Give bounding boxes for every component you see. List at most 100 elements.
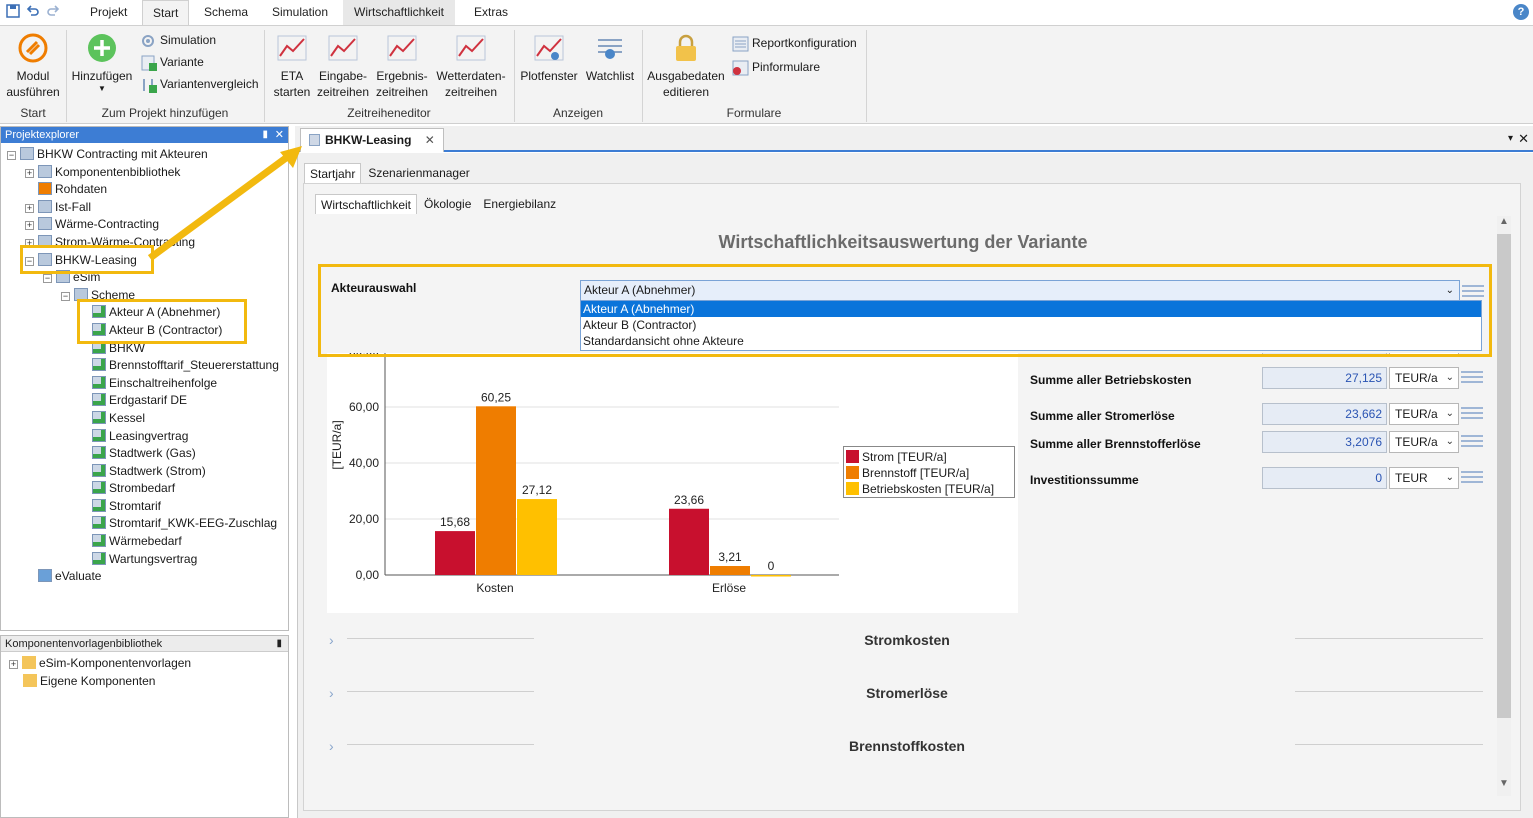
ausgabedaten-editieren-button[interactable]: Ausgabedaten editieren bbox=[646, 32, 726, 100]
hinzufuegen-button[interactable]: Hinzufügen ▼ bbox=[70, 32, 134, 94]
document-tab-bhkw-leasing[interactable]: BHKW-Leasing ✕ bbox=[300, 128, 444, 152]
redo-icon[interactable] bbox=[44, 3, 62, 21]
unit-select-brennstofferloese[interactable]: TEUR/a ⌄ bbox=[1389, 431, 1459, 453]
add-variantenvergleich-button[interactable]: Variantenvergleich bbox=[140, 73, 259, 95]
section-stromerloese[interactable]: Stromerlöse bbox=[866, 685, 948, 701]
tree-item-brennstofftarif[interactable]: Brennstofftarif_Steuererstattung bbox=[7, 357, 287, 375]
pinformulare-button[interactable]: Pinformulare bbox=[732, 56, 857, 80]
add-simulation-button[interactable]: Simulation bbox=[140, 29, 259, 51]
eingabezeitreihen-button[interactable]: Eingabe- zeitreihen bbox=[314, 32, 372, 100]
tree-item-stadtwerk-gas[interactable]: Stadtwerk (Gas) bbox=[7, 445, 287, 463]
collapse-icon[interactable]: − bbox=[25, 255, 34, 266]
tree-item-akteur-b[interactable]: Akteur B (Contractor) bbox=[7, 322, 287, 340]
tree-item-kessel[interactable]: Kessel bbox=[7, 410, 287, 428]
row-menu-icon[interactable] bbox=[1461, 468, 1483, 486]
akteur-option-standard[interactable]: Standardansicht ohne Akteure bbox=[583, 334, 744, 348]
row-menu-icon[interactable] bbox=[1461, 432, 1483, 450]
unit-select-betriebskosten[interactable]: TEUR/a ⌄ bbox=[1389, 367, 1459, 389]
expand-icon[interactable]: + bbox=[25, 167, 34, 178]
menu-tab-wirtschaftlichkeit[interactable]: Wirtschaftlichkeit bbox=[343, 0, 456, 25]
scrollbar-thumb[interactable] bbox=[1497, 234, 1511, 718]
undo-icon[interactable] bbox=[24, 3, 42, 21]
plotfenster-button[interactable]: Plotfenster bbox=[518, 32, 580, 84]
scroll-down-icon[interactable]: ▼ bbox=[1499, 778, 1509, 789]
tree-item-esim-vorlagen[interactable]: + eSim-Komponentenvorlagen bbox=[9, 655, 191, 673]
pin-icon[interactable]: ▮ bbox=[262, 129, 268, 140]
section-brennstoffkosten[interactable]: Brennstoffkosten bbox=[849, 738, 965, 754]
tree-item-scheme[interactable]: − Scheme bbox=[7, 287, 287, 305]
tree-item-stadtwerk-strom[interactable]: Stadtwerk (Strom) bbox=[7, 463, 287, 481]
summary-value-stromerloese[interactable]: 23,662 bbox=[1262, 403, 1387, 425]
tree-item-rohdaten[interactable]: Rohdaten bbox=[7, 181, 287, 199]
save-icon[interactable] bbox=[4, 3, 22, 21]
menu-tab-start[interactable]: Start bbox=[142, 0, 190, 25]
chevron-down-icon[interactable]: ⌄ bbox=[1445, 436, 1454, 447]
expand-icon[interactable]: + bbox=[9, 659, 18, 669]
close-doc-icon[interactable]: ✕ bbox=[1518, 131, 1529, 146]
menu-tab-projekt[interactable]: Projekt bbox=[90, 5, 128, 19]
tree-item-stromtarif-kwk[interactable]: Stromtarif_KWK-EEG-Zuschlag bbox=[7, 515, 287, 533]
tree-item-root[interactable]: − BHKW Contracting mit Akteuren bbox=[7, 146, 287, 164]
menu-tab-extras[interactable]: Extras bbox=[474, 5, 509, 19]
tab-startjahr[interactable]: Startjahr bbox=[304, 163, 362, 183]
help-icon[interactable]: ? bbox=[1513, 4, 1529, 20]
tree-label: Stromtarif bbox=[109, 498, 162, 513]
chevron-down-icon[interactable]: ⌄ bbox=[1445, 285, 1454, 296]
akteur-option-a[interactable]: Akteur A (Abnehmer) bbox=[581, 301, 1481, 317]
tree-item-wartungsvertrag[interactable]: Wartungsvertrag bbox=[7, 551, 287, 569]
eta-starten-button[interactable]: ETA starten bbox=[270, 32, 314, 100]
collapse-icon[interactable]: − bbox=[43, 273, 52, 284]
chevron-down-icon[interactable]: ⌄ bbox=[1445, 408, 1454, 419]
reportkonfiguration-button[interactable]: Reportkonfiguration bbox=[732, 32, 857, 56]
tree-item-erdgastarif[interactable]: Erdgastarif DE bbox=[7, 392, 287, 410]
summary-value-brennstofferloese[interactable]: 3,2076 bbox=[1262, 431, 1387, 453]
collapse-icon[interactable]: − bbox=[7, 150, 16, 160]
pin-icon[interactable]: ▮ bbox=[276, 638, 282, 649]
tree-item-strombedarf[interactable]: Strombedarf bbox=[7, 480, 287, 498]
expand-chevron-icon[interactable]: › bbox=[329, 685, 334, 701]
tab-oekologie[interactable]: Ökologie bbox=[424, 197, 472, 211]
tab-energiebilanz[interactable]: Energiebilanz bbox=[483, 197, 557, 211]
close-icon[interactable]: ✕ bbox=[274, 129, 284, 141]
wetterdatenzeitreihen-button[interactable]: Wetterdaten- zeitreihen bbox=[432, 32, 510, 100]
chevron-down-icon[interactable]: ⌄ bbox=[1445, 372, 1454, 383]
add-variante-button[interactable]: Variante bbox=[140, 51, 259, 73]
tree-item-einschaltreihenfolge[interactable]: Einschaltreihenfolge bbox=[7, 375, 287, 393]
menu-tab-schema[interactable]: Schema bbox=[204, 5, 249, 19]
akteur-menu-icon[interactable] bbox=[1462, 282, 1484, 300]
tree-item-eigene-komponenten[interactable]: Eigene Komponenten bbox=[9, 673, 191, 691]
collapse-icon[interactable]: − bbox=[61, 290, 70, 301]
ergebniszeitreihen-button[interactable]: Ergebnis- zeitreihen bbox=[373, 32, 431, 100]
vertical-scrollbar[interactable]: ▲ ▼ bbox=[1497, 216, 1511, 796]
tree-item-leasingvertrag[interactable]: Leasingvertrag bbox=[7, 428, 287, 446]
expand-icon[interactable]: + bbox=[25, 220, 34, 231]
row-menu-icon[interactable] bbox=[1461, 404, 1483, 422]
watchlist-button[interactable]: Watchlist bbox=[582, 32, 638, 84]
unit-select-investitionssumme[interactable]: TEUR ⌄ bbox=[1389, 467, 1459, 489]
tab-menu-icon[interactable]: ▾ bbox=[1507, 133, 1513, 144]
summary-value-investitionssumme[interactable]: 0 bbox=[1262, 467, 1387, 489]
scroll-up-icon[interactable]: ▲ bbox=[1499, 216, 1509, 227]
section-stromkosten[interactable]: Stromkosten bbox=[864, 632, 950, 648]
tab-szenarienmanager[interactable]: Szenarienmanager bbox=[368, 166, 470, 180]
tree-item-akteur-a[interactable]: Akteur A (Abnehmer) bbox=[7, 304, 287, 322]
summary-value-betriebskosten[interactable]: 27,125 bbox=[1262, 367, 1387, 389]
tree-item-bhkw-leasing[interactable]: − BHKW-Leasing bbox=[7, 251, 287, 270]
tree-item-waermebedarf[interactable]: Wärmebedarf bbox=[7, 533, 287, 551]
expand-chevron-icon[interactable]: › bbox=[329, 632, 334, 648]
menu-tab-simulation[interactable]: Simulation bbox=[272, 5, 329, 19]
unit-select-stromerloese[interactable]: TEUR/a ⌄ bbox=[1389, 403, 1459, 425]
tree-item-evaluate[interactable]: eValuate bbox=[7, 568, 287, 586]
modul-ausfuehren-button[interactable]: Modul ausführen bbox=[6, 32, 60, 100]
tree-item-waerme-contracting[interactable]: + Wärme-Contracting bbox=[7, 216, 287, 234]
tree-item-komponentenbibliothek[interactable]: + Komponentenbibliothek bbox=[7, 164, 287, 182]
chevron-down-icon[interactable]: ⌄ bbox=[1445, 472, 1454, 483]
expand-icon[interactable]: + bbox=[25, 202, 34, 213]
close-tab-icon[interactable]: ✕ bbox=[424, 133, 435, 147]
expand-chevron-icon[interactable]: › bbox=[329, 738, 334, 754]
akteur-option-b[interactable]: Akteur B (Contractor) bbox=[583, 318, 697, 332]
row-menu-icon[interactable] bbox=[1461, 368, 1483, 386]
tree-item-ist-fall[interactable]: + Ist-Fall bbox=[7, 199, 287, 217]
tab-wirtschaftlichkeit[interactable]: Wirtschaftlichkeit bbox=[315, 194, 418, 214]
tree-item-stromtarif[interactable]: Stromtarif bbox=[7, 498, 287, 516]
